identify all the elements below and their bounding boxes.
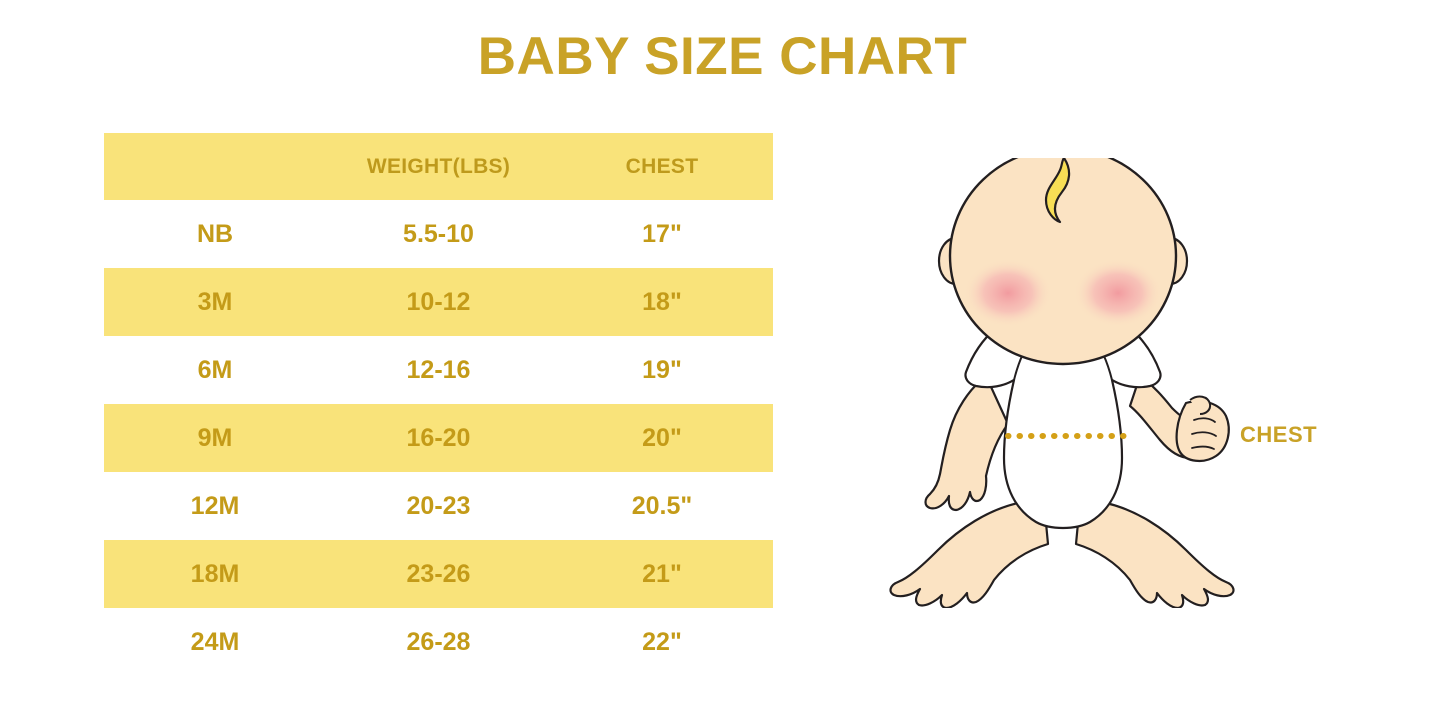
cell-chest: 19" bbox=[642, 355, 682, 384]
baby-head bbox=[948, 158, 1178, 366]
header-cell-chest: CHEST bbox=[625, 154, 699, 178]
cell-chest: 18" bbox=[642, 287, 682, 316]
baby-cheek-right bbox=[1074, 259, 1162, 327]
cell-size: 12M bbox=[190, 491, 240, 520]
baby-fist bbox=[1175, 400, 1230, 462]
cell-size: 9M bbox=[197, 423, 233, 452]
baby-right-arm bbox=[1128, 374, 1230, 462]
baby-illustration bbox=[868, 158, 1268, 608]
page-title: BABY SIZE CHART bbox=[477, 27, 968, 86]
table-row: 3M 10-12 18" bbox=[104, 268, 773, 336]
baby-cheek-left bbox=[964, 259, 1052, 327]
size-table: WEIGHT(LBS) CHEST NB 5.5-10 17" 3M 10-12… bbox=[104, 133, 773, 676]
cell-chest: 22" bbox=[642, 627, 682, 656]
table-row: 12M 20-23 20.5" bbox=[104, 472, 773, 540]
table-header-row: WEIGHT(LBS) CHEST bbox=[104, 133, 773, 200]
baby-onesie bbox=[964, 304, 1162, 530]
cell-size: 6M bbox=[197, 355, 233, 384]
cell-size: 18M bbox=[190, 559, 240, 588]
cell-chest: 20.5" bbox=[631, 491, 693, 520]
cell-weight: 16-20 bbox=[406, 423, 471, 452]
cell-weight: 12-16 bbox=[406, 355, 471, 384]
cell-chest: 20" bbox=[642, 423, 682, 452]
baby-hair-curl bbox=[1044, 158, 1071, 224]
header-cell-weight: WEIGHT(LBS) bbox=[366, 154, 511, 178]
cell-size: 24M bbox=[190, 627, 240, 656]
table-row: 9M 16-20 20" bbox=[104, 404, 773, 472]
cell-weight: 26-28 bbox=[406, 627, 471, 656]
cell-weight: 20-23 bbox=[406, 491, 471, 520]
cell-chest: 21" bbox=[642, 559, 682, 588]
table-row: 24M 26-28 22" bbox=[104, 608, 773, 676]
baby-svg bbox=[889, 158, 1235, 608]
table-row: 18M 23-26 21" bbox=[104, 540, 773, 608]
cell-weight: 23-26 bbox=[406, 559, 471, 588]
baby-left-leg bbox=[889, 500, 1050, 608]
table-row: NB 5.5-10 17" bbox=[104, 200, 773, 268]
cell-size: NB bbox=[196, 219, 234, 248]
baby-right-leg bbox=[1074, 500, 1235, 608]
cell-chest: 17" bbox=[642, 219, 682, 248]
chest-measure-label: CHEST bbox=[1240, 422, 1318, 447]
table-row: 6M 12-16 19" bbox=[104, 336, 773, 404]
cell-weight: 10-12 bbox=[406, 287, 471, 316]
baby-left-arm bbox=[924, 374, 1010, 512]
cell-size: 3M bbox=[197, 287, 233, 316]
cell-weight: 5.5-10 bbox=[403, 219, 474, 248]
